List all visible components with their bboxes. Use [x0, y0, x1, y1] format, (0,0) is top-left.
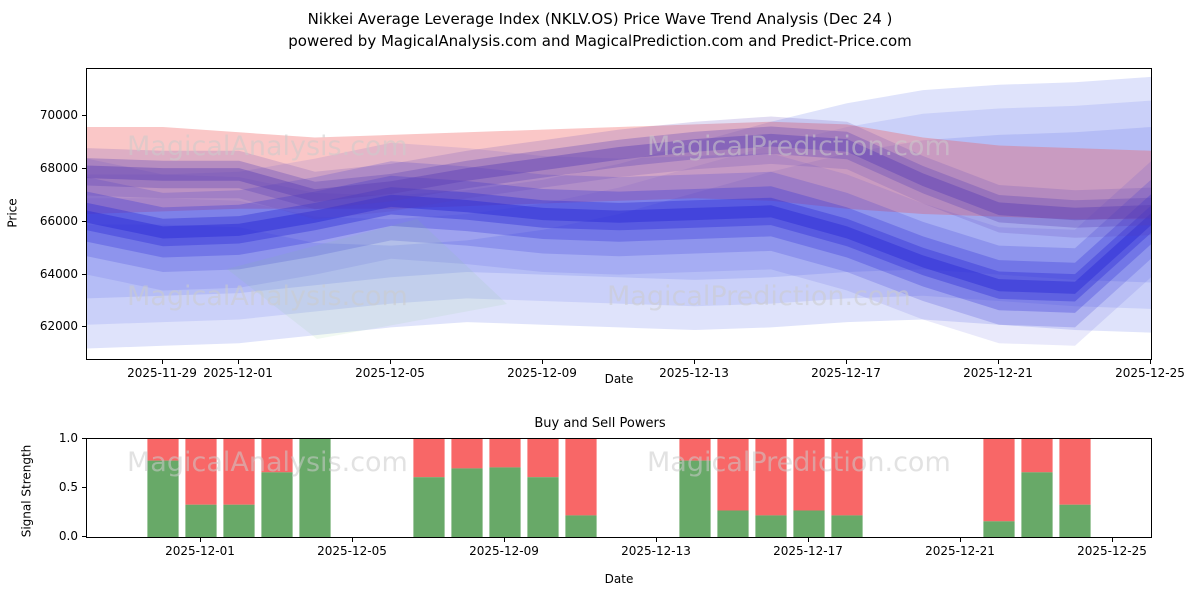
price-xtick-mark [390, 360, 391, 364]
page-subtitle: powered by MagicalAnalysis.com and Magic… [288, 32, 912, 50]
price-wave-chart: MagicalAnalysis.com MagicalPrediction.co… [0, 60, 1200, 390]
signal-ytick-mark [82, 487, 86, 488]
signal-ytick-label: 1.0 [58, 431, 78, 445]
signal-xtick-mark [352, 538, 353, 542]
buy-sell-title: Buy and Sell Powers [534, 416, 666, 431]
price-xtick-label: 2025-12-13 [659, 366, 729, 380]
page-title: Nikkei Average Leverage Index (NKLV.OS) … [307, 10, 893, 28]
price-xtick-mark [238, 360, 239, 364]
price-ytick-mark [82, 168, 86, 170]
buy-sell-plot-area: MagicalAnalysis.com MagicalPrediction.co… [86, 438, 1152, 538]
price-ytick-label: 64000 [39, 266, 78, 281]
signal-xtick-mark [504, 538, 505, 542]
signal-xtick-mark [656, 538, 657, 542]
buy-sell-chart: Buy and Sell Powers MagicalAnalysis.com … [0, 412, 1200, 602]
signal-xtick-label: 2025-12-13 [621, 544, 691, 558]
signal-xtick-label: 2025-12-21 [925, 544, 995, 558]
price-ytick-label: 70000 [39, 108, 78, 123]
buy-sell-svg [147, 439, 1091, 537]
signal-xtick-mark [1112, 538, 1113, 542]
signal-ytick-label: 0.5 [58, 480, 78, 494]
price-ytick-label: 62000 [39, 319, 78, 334]
price-xtick-mark [694, 360, 695, 364]
price-wave-svg [87, 76, 1151, 349]
signal-ytick-mark [82, 438, 86, 439]
price-ytick-mark [82, 115, 86, 117]
price-xtick-label: 2025-12-05 [355, 366, 425, 380]
price-ytick-label: 68000 [39, 161, 78, 176]
price-ytick-mark [82, 273, 86, 275]
signal-xtick-label: 2025-12-17 [773, 544, 843, 558]
price-ytick-mark [82, 326, 86, 328]
signal-xtick-label: 2025-12-01 [165, 544, 235, 558]
signal-xtick-mark [200, 538, 201, 542]
signal-ytick-mark [82, 536, 86, 537]
price-xtick-label: 2025-12-21 [963, 366, 1033, 380]
price-ytick-label: 66000 [39, 213, 78, 228]
price-xtick-label: 2025-11-29 [127, 366, 197, 380]
price-xtick-mark [162, 360, 163, 364]
price-xtick-label: 2025-12-09 [507, 366, 577, 380]
buy-sell-ylabel: Signal Strength [19, 444, 34, 538]
signal-xtick-mark [960, 538, 961, 542]
price-wave-xlabel: Date [604, 372, 634, 386]
signal-xtick-mark [808, 538, 809, 542]
price-xtick-mark [542, 360, 543, 364]
price-xtick-label: 2025-12-25 [1115, 366, 1185, 380]
chart-title-block: Nikkei Average Leverage Index (NKLV.OS) … [0, 8, 1200, 52]
price-wave-plot-area: MagicalAnalysis.com MagicalPrediction.co… [86, 68, 1152, 360]
price-wave-ylabel: Price [5, 198, 20, 228]
signal-xtick-label: 2025-12-09 [469, 544, 539, 558]
signal-ytick-label: 0.0 [58, 529, 78, 543]
price-xtick-label: 2025-12-17 [811, 366, 881, 380]
buy-sell-xlabel: Date [604, 572, 634, 586]
price-xtick-mark [1150, 360, 1151, 364]
price-xtick-mark [998, 360, 999, 364]
signal-xtick-label: 2025-12-25 [1077, 544, 1147, 558]
price-ytick-mark [82, 220, 86, 222]
price-xtick-mark [846, 360, 847, 364]
signal-xtick-label: 2025-12-05 [317, 544, 387, 558]
price-xtick-label: 2025-12-01 [203, 366, 273, 380]
